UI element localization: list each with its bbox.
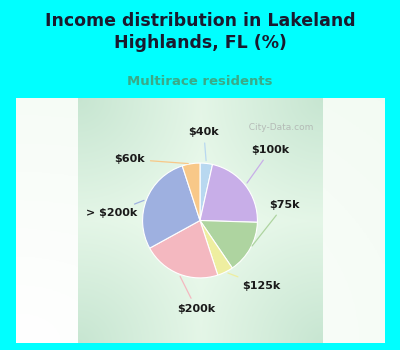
Wedge shape	[142, 166, 200, 248]
Text: $100k: $100k	[247, 145, 290, 183]
Wedge shape	[200, 220, 257, 268]
Wedge shape	[200, 163, 212, 220]
Text: Income distribution in Lakeland
Highlands, FL (%): Income distribution in Lakeland Highland…	[45, 12, 355, 52]
Text: > $200k: > $200k	[86, 200, 144, 218]
Wedge shape	[200, 164, 258, 222]
Text: $60k: $60k	[114, 154, 188, 164]
Wedge shape	[150, 220, 218, 278]
Text: $40k: $40k	[188, 127, 219, 161]
Text: Multirace residents: Multirace residents	[127, 75, 273, 88]
Text: City-Data.com: City-Data.com	[243, 123, 314, 132]
Text: $200k: $200k	[177, 276, 215, 314]
Text: $75k: $75k	[252, 200, 300, 246]
Wedge shape	[182, 163, 200, 220]
Text: $125k: $125k	[228, 273, 280, 290]
Wedge shape	[200, 220, 232, 275]
